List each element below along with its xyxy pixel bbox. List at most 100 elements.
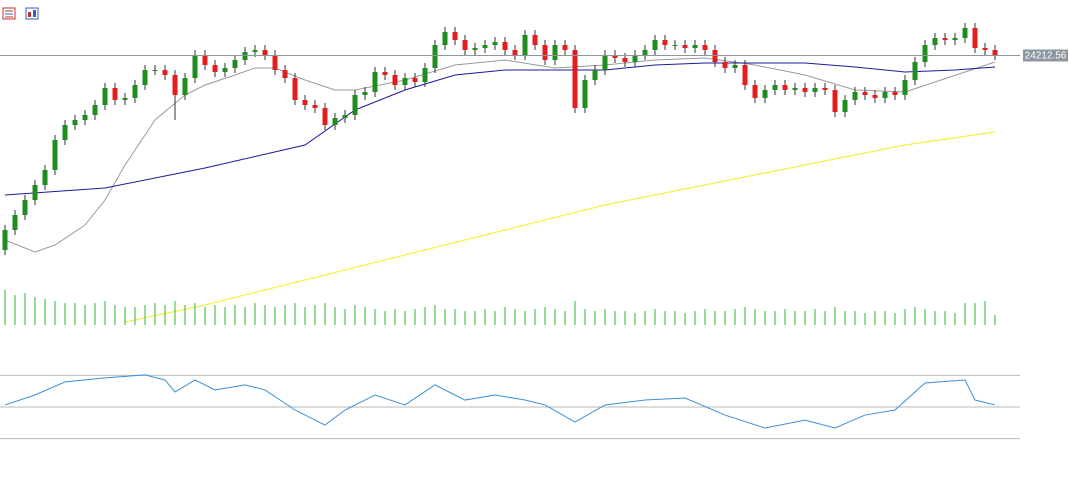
candle-body [412, 78, 418, 82]
candle-body [552, 45, 558, 60]
candle-body [562, 45, 568, 50]
candle-body [762, 90, 768, 98]
candle-body [32, 185, 38, 200]
candle-body [92, 105, 98, 115]
candle-body [2, 230, 8, 250]
candle-body [802, 88, 808, 92]
price-label-box [1023, 49, 1068, 62]
icon [28, 12, 31, 17]
candle-body [132, 85, 138, 98]
candle-body [342, 115, 348, 118]
candle-body [452, 32, 458, 40]
candle-body [912, 62, 918, 80]
candle-body [872, 95, 878, 98]
candle-body [782, 85, 788, 90]
candle-body [592, 70, 598, 80]
candle-body [932, 38, 938, 45]
candle-body [832, 90, 838, 112]
candle-body [502, 42, 508, 50]
candle-body [482, 45, 488, 48]
candle-body [232, 60, 238, 68]
candle-body [202, 55, 208, 65]
candle-body [662, 40, 668, 45]
candle-body [72, 120, 78, 125]
candle-body [472, 48, 478, 50]
candle-body [272, 55, 278, 70]
moving-average [124, 131, 996, 323]
candle-body [582, 80, 588, 108]
candle-body [52, 140, 58, 170]
candle-body [262, 50, 268, 55]
candle-body [152, 70, 158, 71]
candle-body [102, 88, 108, 105]
candle-body [222, 68, 228, 72]
candle-body [142, 70, 148, 85]
candle-body [892, 92, 898, 95]
oscillator-line [4, 374, 996, 429]
candle-body [842, 100, 848, 112]
candle-body [772, 85, 778, 90]
candle-body [492, 42, 498, 45]
candle-body [522, 35, 528, 55]
candle-body [982, 48, 988, 50]
candle-body [392, 75, 398, 85]
candle-body [162, 70, 168, 75]
candle-body [62, 125, 68, 140]
candle-body [332, 118, 338, 125]
candle-body [612, 55, 618, 58]
icon [33, 10, 36, 17]
moving-average [4, 62, 996, 196]
candle-body [742, 65, 748, 85]
candle-body [422, 68, 428, 82]
candle-body [812, 88, 818, 92]
candle-body [682, 45, 688, 48]
candle-body [922, 45, 928, 62]
candle-body [282, 70, 288, 78]
candle-body [42, 170, 48, 185]
candle-body [702, 45, 708, 50]
candle-body [532, 35, 538, 45]
candle-body [652, 40, 658, 50]
candle-body [372, 72, 378, 92]
candle-body [302, 100, 308, 105]
candle-body [172, 75, 178, 95]
candle-body [952, 38, 958, 40]
candle-body [312, 105, 318, 108]
candle-body [672, 45, 678, 46]
candle-body [442, 32, 448, 45]
candle-body [182, 78, 188, 95]
candle-body [972, 28, 978, 48]
candle-body [942, 38, 948, 40]
candle-body [362, 92, 368, 95]
candle-body [632, 55, 638, 62]
candle-body [512, 50, 518, 55]
price-label: 24212.56 [1025, 51, 1067, 62]
candle-body [382, 72, 388, 75]
candle-body [602, 55, 608, 70]
candle-body [122, 98, 128, 100]
candle-body [542, 45, 548, 60]
candle-body [642, 50, 648, 55]
toolbar-icons [2, 7, 39, 20]
candle-body [732, 65, 738, 68]
candle-body [992, 50, 998, 56]
candle-body [572, 50, 578, 108]
candle-body [12, 215, 18, 230]
candle-body [242, 52, 248, 60]
candle-body [862, 92, 868, 95]
candle-body [712, 50, 718, 62]
candle-body [882, 92, 888, 98]
candle-body [352, 95, 358, 115]
candle-body [322, 108, 328, 125]
candle-body [622, 58, 628, 62]
candle-body [432, 45, 438, 68]
candle-body [212, 65, 218, 72]
candle-body [192, 55, 198, 78]
candle-body [462, 40, 468, 50]
candle-body [22, 200, 28, 215]
candle-body [822, 88, 828, 90]
moving-average [4, 57, 996, 253]
candle-body [752, 85, 758, 98]
candle-body [402, 78, 408, 85]
